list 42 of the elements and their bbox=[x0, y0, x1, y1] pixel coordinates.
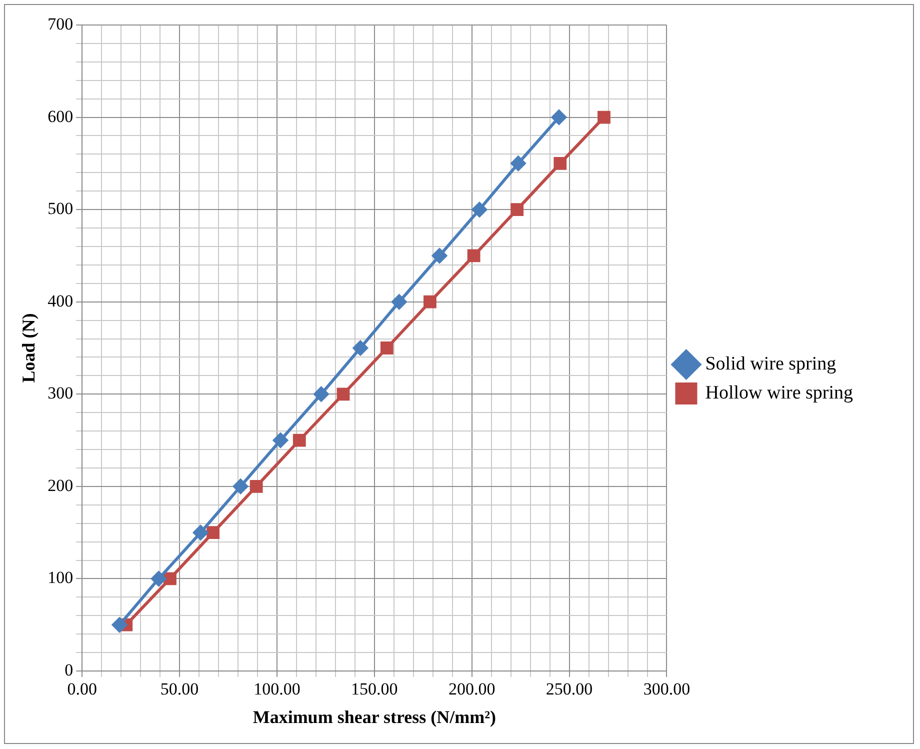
point bbox=[472, 202, 487, 218]
point bbox=[352, 340, 368, 356]
x-tick-label: 300.00 bbox=[643, 680, 690, 699]
x-tick-label: 250.00 bbox=[546, 680, 593, 699]
point bbox=[510, 156, 526, 171]
point bbox=[193, 525, 208, 540]
y-axis-title: Load (N) bbox=[18, 313, 38, 383]
x-tick-label: 50.00 bbox=[160, 680, 199, 699]
legend-label: Solid wire spring bbox=[705, 353, 837, 374]
point bbox=[206, 526, 220, 540]
point bbox=[392, 294, 407, 310]
point bbox=[233, 478, 248, 494]
point bbox=[432, 248, 448, 264]
point bbox=[554, 156, 567, 170]
x-tick-label: 100.00 bbox=[254, 680, 300, 699]
point bbox=[250, 480, 263, 493]
point bbox=[112, 617, 128, 632]
y-tick-label: 0 bbox=[64, 660, 74, 680]
point bbox=[164, 572, 176, 586]
point bbox=[598, 110, 610, 124]
point bbox=[292, 434, 306, 447]
point bbox=[336, 388, 350, 401]
legend-label: Hollow wire spring bbox=[705, 382, 854, 404]
y-tick-label: 200 bbox=[48, 476, 74, 495]
point bbox=[272, 432, 288, 448]
point bbox=[551, 110, 566, 125]
x-tick-label: 200.00 bbox=[448, 680, 496, 699]
point bbox=[467, 249, 480, 262]
point bbox=[510, 203, 524, 216]
y-tick-label: 700 bbox=[48, 14, 74, 34]
y-tick-label: 300 bbox=[48, 384, 74, 403]
point bbox=[380, 342, 394, 354]
y-tick-label: 400 bbox=[48, 291, 74, 310]
y-tick-label: 600 bbox=[48, 106, 74, 126]
x-tick-label: 150.00 bbox=[351, 680, 398, 699]
x-tick-label: 0.00 bbox=[67, 680, 97, 699]
point bbox=[151, 571, 166, 586]
point bbox=[314, 386, 329, 402]
y-tick-label: 500 bbox=[48, 199, 74, 218]
x-axis-title: Maximum shear stress (N/mm²) bbox=[252, 706, 496, 727]
point bbox=[424, 295, 436, 308]
y-tick-label: 100 bbox=[48, 568, 74, 588]
